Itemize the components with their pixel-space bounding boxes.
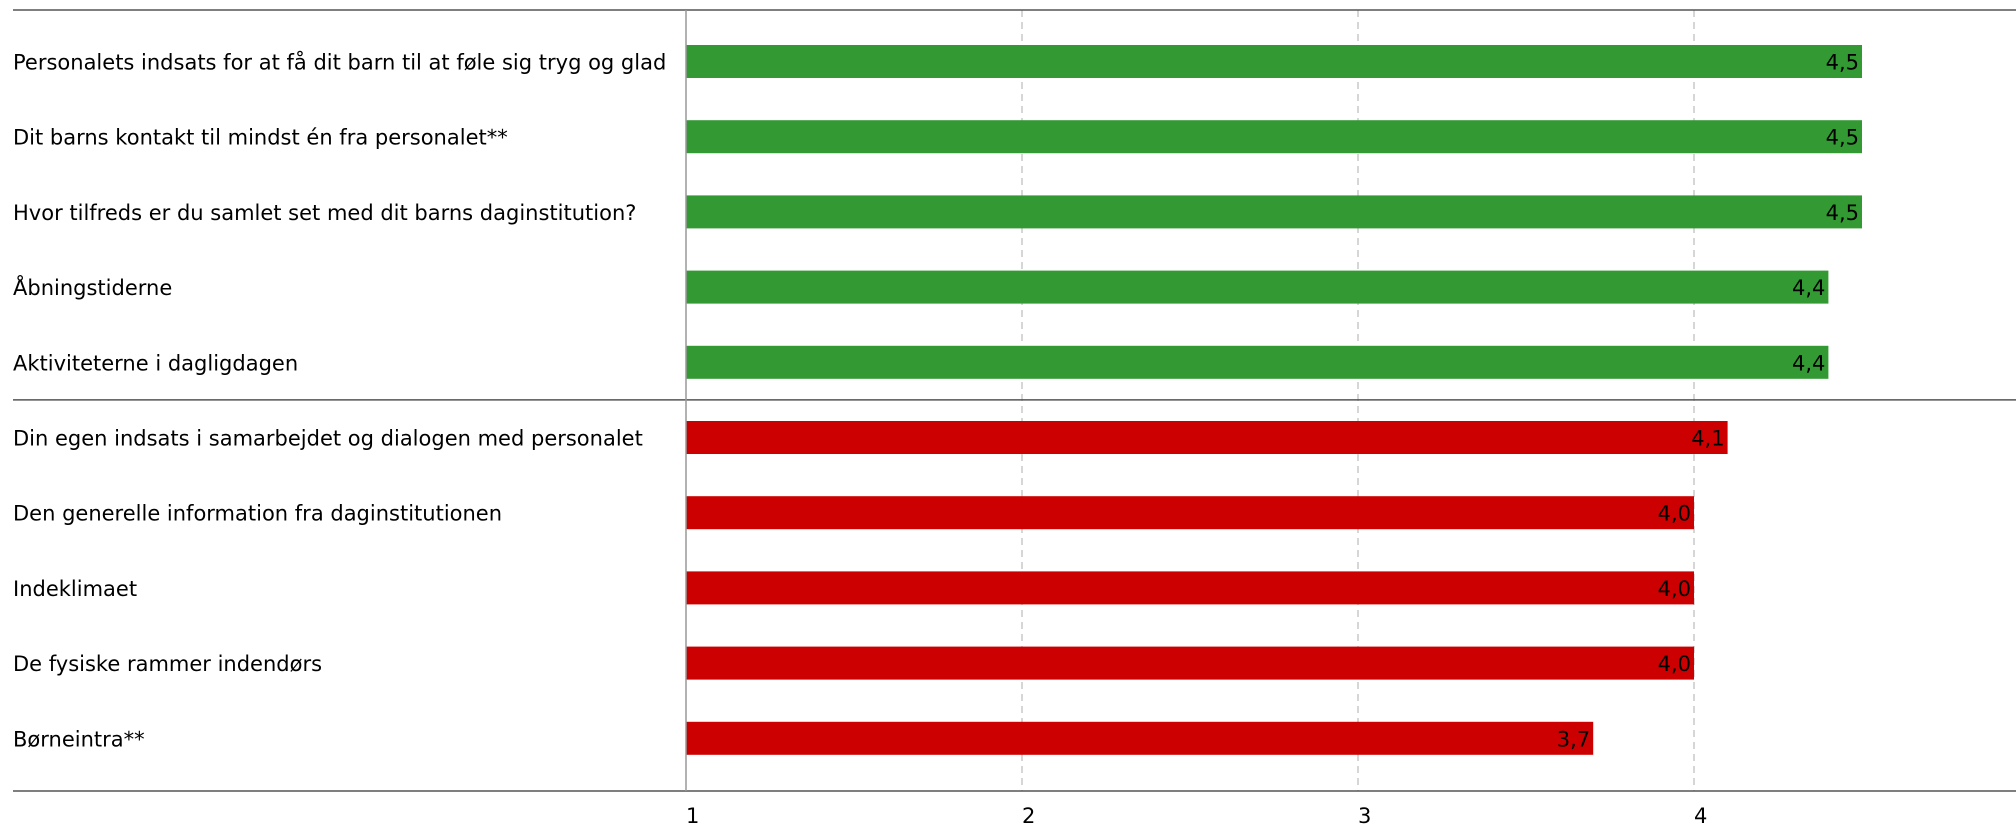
bar-3 <box>686 195 1862 229</box>
category-label-6: Din egen indsats i samarbejdet og dialog… <box>13 427 643 451</box>
x-tick-label-1: 1 <box>686 804 699 826</box>
bar-4 <box>686 270 1829 304</box>
category-label-1: Personalets indsats for at få dit barn t… <box>13 50 666 75</box>
data-label-7: 4,0 <box>1658 502 1691 526</box>
data-label-10: 3,7 <box>1557 727 1590 751</box>
bar-5 <box>686 345 1829 379</box>
bar-9 <box>686 646 1694 680</box>
data-label-3: 4,5 <box>1826 201 1859 225</box>
bar-1 <box>686 45 1862 78</box>
bar-7 <box>686 496 1694 530</box>
category-label-3: Hvor tilfreds er du samlet set med dit b… <box>13 201 636 225</box>
category-label-8: Indeklimaet <box>13 577 137 601</box>
data-label-1: 4,5 <box>1826 51 1859 75</box>
labels: 4,5 Personalets indsats for at få dit bar… <box>13 50 1859 829</box>
x-tick-label-2: 2 <box>1022 804 1035 826</box>
category-label-5: Aktiviteterne i dagligdagen <box>13 351 298 375</box>
bar-8 <box>686 571 1694 605</box>
category-label-9: De fysiske rammer indendørs <box>13 652 322 676</box>
category-label-4: Åbningstiderne <box>13 274 172 300</box>
bar-2 <box>686 120 1862 154</box>
data-label-9: 4,0 <box>1658 652 1691 676</box>
category-label-7: Den generelle information fra daginstitu… <box>13 502 502 526</box>
axes <box>13 9 2016 792</box>
data-label-5: 4,4 <box>1792 351 1825 375</box>
category-label-2: Dit barns kontakt til mindst én fra pers… <box>13 126 508 150</box>
data-label-2: 4,5 <box>1826 126 1859 150</box>
bar-10 <box>686 721 1594 755</box>
x-tick-label-4: 4 <box>1694 804 1707 826</box>
x-tick-label-3: 3 <box>1358 804 1371 826</box>
data-label-8: 4,0 <box>1658 577 1691 601</box>
category-label-10: Børneintra** <box>13 727 145 751</box>
bars <box>686 45 1862 755</box>
data-label-4: 4,4 <box>1792 276 1825 300</box>
data-label-6: 4,1 <box>1691 427 1724 451</box>
bar-6 <box>686 421 1728 454</box>
